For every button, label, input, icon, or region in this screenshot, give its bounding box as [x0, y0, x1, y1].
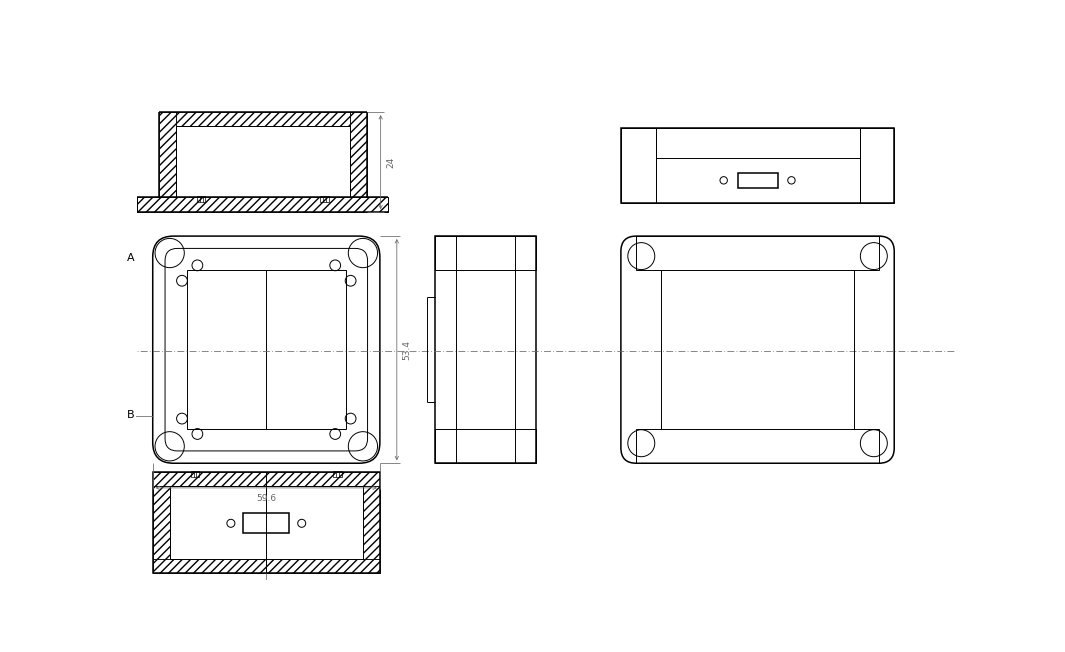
Text: B: B [127, 411, 134, 421]
Bar [197, 196, 206, 202]
Bar [621, 128, 895, 203]
Bar [152, 471, 380, 573]
Bar [738, 173, 777, 188]
Bar [137, 197, 389, 212]
Bar [435, 430, 536, 463]
Bar [152, 559, 380, 573]
Bar [152, 471, 380, 486]
Bar [186, 270, 346, 430]
Bar [333, 471, 342, 477]
Bar [636, 430, 879, 463]
Bar [159, 112, 176, 197]
Bar [435, 236, 536, 463]
Bar [152, 486, 169, 559]
Bar [176, 112, 349, 126]
Bar [435, 236, 536, 270]
Text: 59.6: 59.6 [257, 494, 276, 503]
Bar [656, 128, 859, 203]
Bar [621, 128, 656, 203]
Bar [859, 128, 895, 203]
Bar [321, 196, 329, 202]
Bar [363, 486, 380, 559]
Text: 24: 24 [386, 156, 395, 168]
Text: 53.4: 53.4 [403, 340, 411, 360]
Bar [349, 112, 366, 197]
Text: A: A [127, 252, 134, 263]
Bar [169, 486, 363, 559]
Bar [636, 236, 879, 270]
Bar [191, 471, 199, 477]
Bar [243, 513, 290, 533]
